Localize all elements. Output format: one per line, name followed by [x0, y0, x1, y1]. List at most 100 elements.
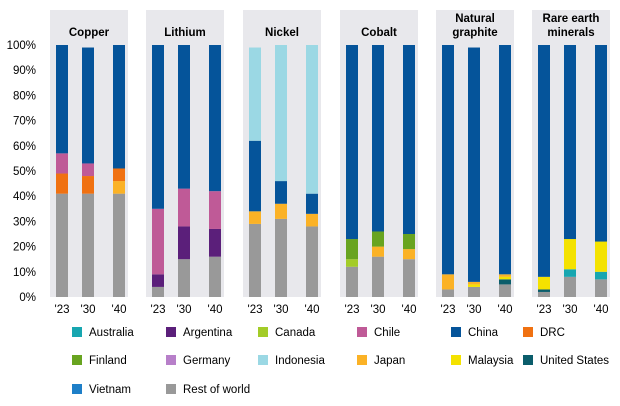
bar-segment-china	[538, 45, 550, 277]
x-tick-label: '40	[402, 304, 417, 316]
legend-item: Malaysia	[451, 355, 514, 367]
bar-segment-indonesia	[306, 45, 318, 194]
panel-title: Copper	[69, 27, 110, 39]
bar-segment-china	[499, 45, 511, 275]
legend-swatch	[357, 327, 367, 337]
bar-segment-united-states	[499, 279, 511, 285]
panel-title: Rare earth minerals	[543, 13, 600, 39]
bar-segment-indonesia	[249, 47, 261, 141]
bar-segment-united-states	[538, 289, 550, 292]
legend-item: Rest of world	[166, 384, 250, 396]
bar-segment-rest-of-world	[275, 218, 287, 297]
bar-segment-rest-of-world	[538, 291, 550, 297]
legend-label: Indonesia	[275, 355, 325, 367]
legend-swatch	[166, 327, 176, 337]
bar-segment-rest-of-world	[113, 193, 125, 297]
bar-segment-drc	[82, 176, 94, 194]
bar-segment-china	[442, 45, 454, 275]
legend-label: Canada	[275, 327, 316, 339]
panel-title: Nickel	[265, 27, 299, 39]
panel: Natural graphite '23 '30 '40	[436, 10, 514, 316]
bar-segment-rest-of-world	[442, 289, 454, 297]
x-tick-label: '40	[305, 304, 320, 316]
bar-segment-malaysia	[564, 239, 576, 270]
legend-item: Argentina	[166, 327, 233, 339]
bar-segment-finland	[346, 239, 358, 260]
legend-swatch	[166, 384, 176, 394]
x-tick-label: '40	[208, 304, 223, 316]
bar-segment-argentina	[209, 228, 221, 257]
legend-swatch	[258, 355, 268, 365]
legend-label: Rest of world	[183, 384, 250, 396]
bar-segment-canada	[346, 259, 358, 267]
bar-segment-malaysia	[595, 241, 607, 272]
legend-item: Vietnam	[72, 384, 131, 396]
bar-segment-rest-of-world	[468, 286, 480, 297]
x-tick-label: '30	[371, 304, 386, 316]
legend-swatch	[451, 355, 461, 365]
x-tick-label: '23	[537, 304, 552, 316]
bar-segment-rest-of-world	[249, 223, 261, 297]
bar-segment-rest-of-world	[499, 284, 511, 297]
bar-segment-malaysia	[499, 276, 511, 280]
x-tick-label: '30	[563, 304, 578, 316]
legend-item: Japan	[357, 355, 405, 367]
x-tick-label: '30	[177, 304, 192, 316]
y-tick-label: 40%	[13, 191, 36, 203]
bar-segment-chile	[209, 191, 221, 229]
legend: Australia Argentina Canada Chile China DRC Fin…	[72, 327, 609, 396]
bar-segment-china	[56, 45, 68, 154]
x-tick-label: '40	[498, 304, 513, 316]
x-tick-label: '30	[81, 304, 96, 316]
legend-label: Finland	[89, 355, 127, 367]
x-tick-label: '23	[441, 304, 456, 316]
bar-segment-china	[372, 45, 384, 232]
x-tick-label: '23	[55, 304, 70, 316]
panel: Copper '23 '30 '40	[50, 10, 128, 316]
bar-segment-china	[595, 45, 607, 242]
bar-segment-malaysia	[468, 284, 480, 287]
bar-segment-chile	[178, 188, 190, 227]
bar-segment-japan	[306, 213, 318, 227]
bar-segment-rest-of-world	[595, 279, 607, 297]
y-tick-label: 0%	[19, 292, 36, 304]
legend-label: Chile	[374, 327, 400, 339]
bar-segment-chile	[152, 208, 164, 275]
bar-segment-china	[468, 47, 480, 282]
bar-segment-rest-of-world	[564, 276, 576, 297]
legend-item: China	[451, 327, 499, 339]
y-tick-label: 20%	[13, 242, 36, 254]
y-axis: 0% 10% 20% 30% 40% 50% 60% 70% 80% 90% 100%	[7, 40, 36, 304]
legend-item: Finland	[72, 355, 127, 367]
y-tick-label: 70%	[13, 116, 36, 128]
legend-swatch	[523, 327, 533, 337]
bar-segment-china	[152, 45, 164, 209]
bar-segment-drc	[56, 173, 68, 194]
bar-segment-china	[209, 45, 221, 192]
bar-segment-china	[346, 45, 358, 240]
bar-segment-rest-of-world	[152, 286, 164, 297]
bar-segment-japan	[468, 281, 480, 285]
bar-segment-japan	[372, 246, 384, 257]
legend-label: Japan	[374, 355, 405, 367]
x-tick-label: '40	[594, 304, 609, 316]
bar-segment-australia	[595, 271, 607, 280]
bar-segment-rest-of-world	[82, 193, 94, 297]
bar-segment-china	[306, 193, 318, 214]
chart-panels: Copper '23 '30 '40 Lithium '23 '30 '40 Nickel '23…	[50, 10, 610, 316]
legend-label: United States	[540, 355, 609, 367]
legend-swatch	[166, 355, 176, 365]
legend-item: United States	[523, 355, 609, 367]
bar-segment-japan	[442, 274, 454, 290]
x-tick-label: '30	[467, 304, 482, 316]
bar-segment-japan	[403, 249, 415, 260]
legend-swatch	[72, 384, 82, 394]
legend-swatch	[451, 327, 461, 337]
bar-segment-china	[275, 181, 287, 204]
bar-segment-rest-of-world	[56, 193, 68, 297]
bar-segment-china	[178, 45, 190, 189]
bar-segment-argentina	[152, 274, 164, 287]
x-tick-label: '30	[274, 304, 289, 316]
y-tick-label: 80%	[13, 90, 36, 102]
